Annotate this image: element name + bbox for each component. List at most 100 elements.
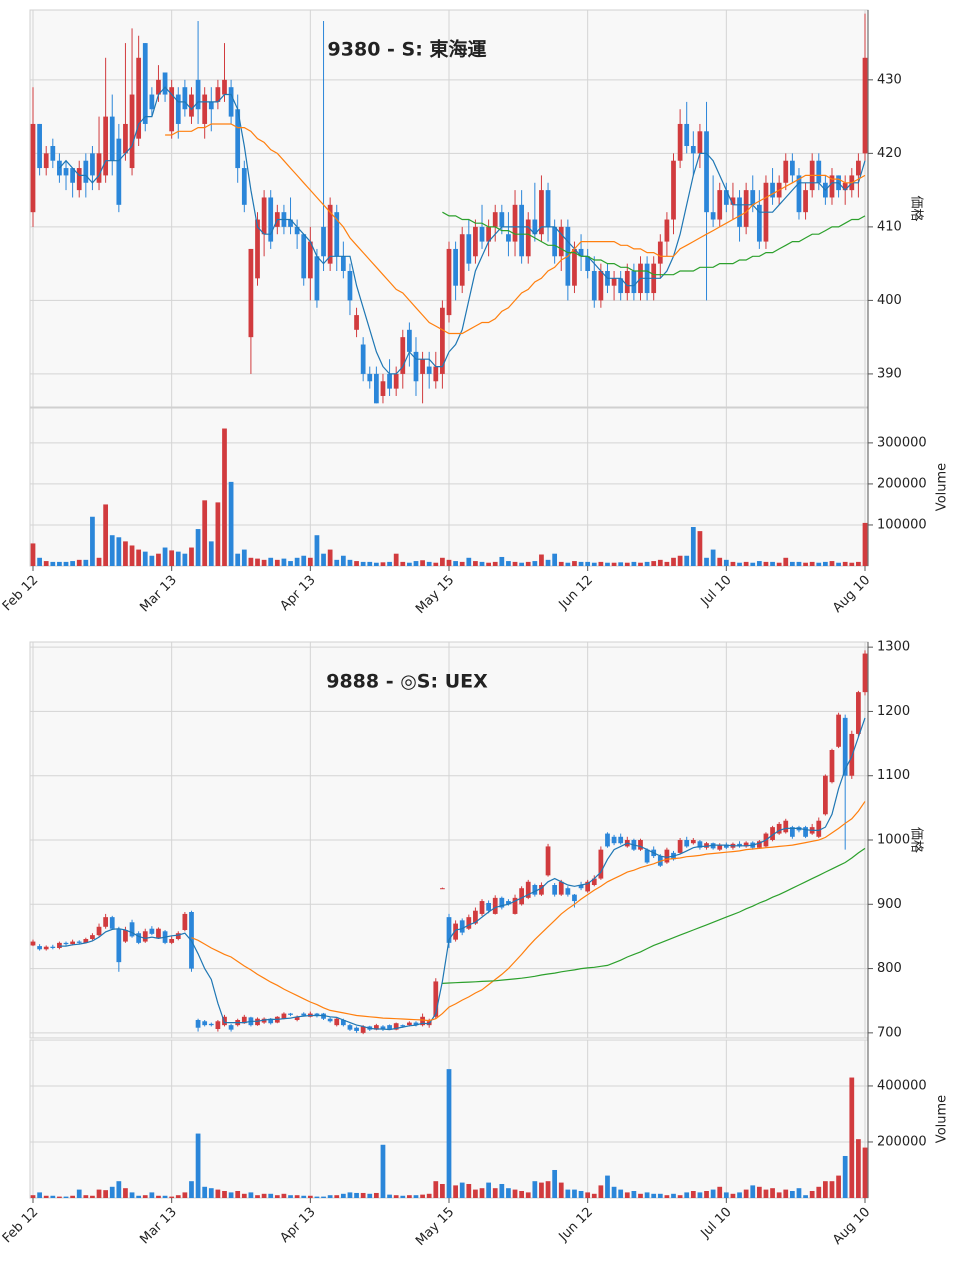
volume-axis-label: Volume — [935, 1095, 950, 1143]
volume-bar — [142, 1195, 148, 1198]
volume-bar — [50, 561, 56, 566]
candle-body — [631, 270, 637, 294]
volume-bar — [387, 561, 392, 566]
candle-body — [360, 1026, 366, 1033]
volume-bar — [598, 1185, 604, 1198]
volume-bar — [189, 1181, 194, 1198]
candle-body — [862, 653, 868, 693]
volume-bar — [842, 561, 848, 566]
candle-body — [572, 894, 577, 902]
candle-body — [690, 146, 696, 154]
y-axis-label: 価格 — [909, 195, 925, 221]
volume-bar — [651, 561, 657, 566]
candle-body — [440, 888, 445, 890]
candle-body — [334, 212, 340, 257]
volume-bar — [380, 1144, 386, 1198]
candle-body — [407, 1022, 412, 1026]
volume-bar — [532, 1181, 538, 1198]
candle-body — [690, 840, 696, 844]
volume-bar — [466, 557, 472, 566]
y-tick-label: 420 — [877, 146, 902, 161]
volume-bar — [664, 1195, 670, 1198]
candle-body — [76, 168, 82, 191]
volume-bar — [347, 1192, 353, 1198]
candle-body — [70, 941, 75, 945]
volume-bar — [776, 1192, 782, 1198]
volume-bar — [565, 1189, 571, 1198]
volume-bar — [499, 556, 505, 566]
volume-bar — [70, 1195, 75, 1198]
volume-bar — [354, 561, 359, 566]
candle-body — [677, 840, 683, 853]
x-tick-label: Mar 13 — [137, 573, 180, 616]
volume-bar — [578, 561, 584, 566]
volume-bar — [552, 1169, 558, 1198]
candle-body — [129, 94, 135, 169]
candle-body — [737, 843, 742, 847]
volume-bar — [420, 560, 425, 566]
volume-bar — [228, 481, 234, 566]
volume-bar — [605, 562, 610, 566]
volume-bar — [836, 562, 841, 566]
candle-body — [268, 1018, 274, 1024]
volume-bar — [591, 562, 597, 566]
candle-body — [314, 1013, 320, 1017]
candle-body — [387, 1025, 392, 1029]
volume-bar — [413, 1195, 419, 1198]
volume-bar — [750, 1185, 756, 1198]
candle-body — [459, 234, 465, 286]
x-tick-label: Jun 12 — [556, 1205, 596, 1245]
volume-bar — [37, 1192, 42, 1198]
volume-bar — [717, 1186, 723, 1198]
moving-average-line — [442, 211, 866, 276]
volume-bar — [109, 535, 115, 566]
volume-bar — [347, 559, 353, 566]
candle-body — [717, 844, 723, 850]
candle-body — [37, 123, 42, 169]
volume-bar — [756, 561, 762, 566]
volume-bar — [856, 561, 861, 566]
volume-bar — [90, 516, 95, 566]
x-tick-label: May 15 — [413, 1205, 457, 1249]
candle-body — [43, 946, 49, 950]
volume-bar — [90, 1195, 95, 1198]
candle-body — [354, 1027, 359, 1031]
candle-body — [314, 256, 320, 301]
candle-body — [644, 849, 650, 863]
candle-body — [136, 57, 142, 139]
candle-body — [123, 123, 128, 154]
candle-body — [63, 168, 69, 176]
candle-body — [591, 270, 597, 301]
volume-bar — [492, 561, 498, 566]
volume-bar — [169, 550, 175, 566]
volume-bar — [803, 1195, 808, 1198]
candle-body — [255, 219, 260, 279]
volume-bar — [162, 1195, 168, 1198]
volume-bar — [222, 1190, 227, 1198]
candle-body — [288, 1013, 293, 1015]
volume-bar — [334, 1195, 340, 1198]
volume-bar — [109, 1186, 115, 1198]
candle-body — [585, 881, 591, 892]
candle-body — [816, 820, 822, 837]
candle-body — [743, 842, 749, 847]
candle-body — [149, 94, 155, 110]
volume-bar — [360, 561, 366, 566]
y-tick-label: 430 — [877, 72, 902, 87]
volume-bar — [294, 557, 300, 566]
y-axis-label: 価格 — [909, 827, 925, 853]
candle-body — [611, 836, 617, 844]
candle-body — [492, 897, 498, 914]
moving-average-line — [59, 717, 866, 1031]
volume-bar — [307, 557, 313, 566]
volume-bar — [671, 1193, 676, 1198]
candle-body — [208, 1023, 214, 1026]
candle-body — [783, 820, 789, 833]
volume-bar — [743, 561, 749, 566]
candle-body — [842, 182, 848, 191]
candle-body — [373, 1025, 379, 1030]
x-tick-label: Jul 10 — [698, 1205, 735, 1242]
volume-bar — [836, 1175, 841, 1198]
volume-bar — [175, 1195, 181, 1198]
volume-bar — [393, 553, 399, 566]
